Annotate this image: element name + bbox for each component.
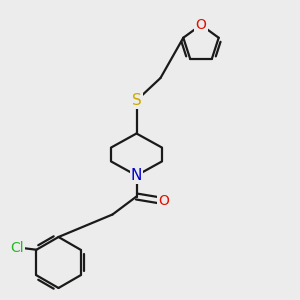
Text: O: O [158,194,169,208]
Text: Cl: Cl [10,241,24,255]
Text: O: O [196,18,206,32]
Text: N: N [131,168,142,183]
Text: S: S [132,93,141,108]
